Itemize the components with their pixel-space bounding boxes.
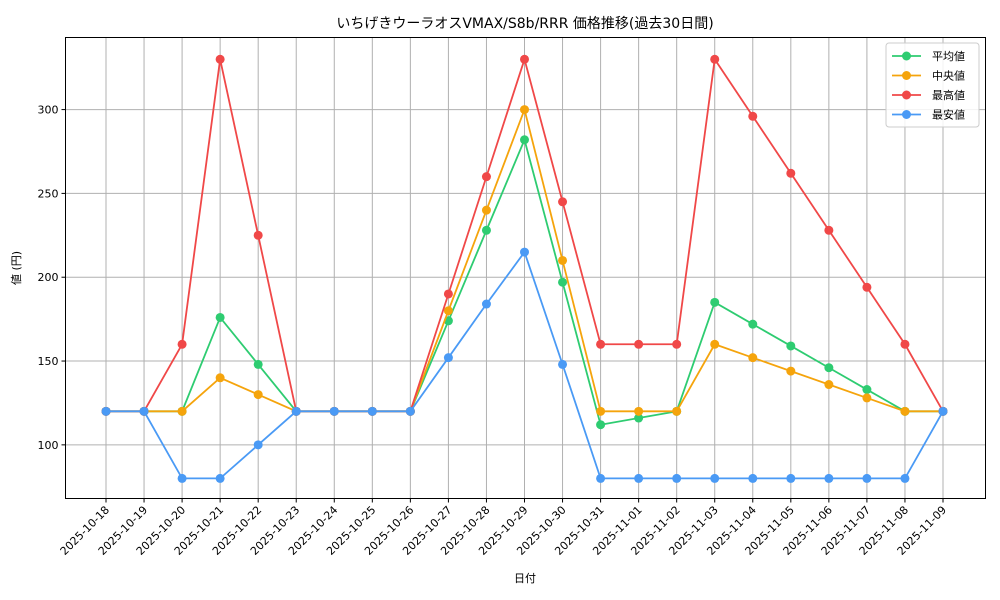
data-point xyxy=(938,406,948,416)
data-point xyxy=(862,385,872,395)
data-point xyxy=(253,440,263,450)
series-layer xyxy=(101,54,948,483)
data-point xyxy=(367,406,377,416)
data-point xyxy=(596,473,606,483)
data-point xyxy=(900,339,910,349)
data-point xyxy=(177,339,187,349)
plot-frame xyxy=(65,37,986,499)
data-point xyxy=(596,406,606,416)
data-point xyxy=(139,406,149,416)
legend-marker-icon xyxy=(902,110,911,119)
data-point xyxy=(481,225,491,235)
data-point xyxy=(443,353,453,363)
data-point xyxy=(520,105,529,115)
y-tick-label: 150 xyxy=(38,355,59,368)
data-point xyxy=(900,406,910,416)
data-point xyxy=(558,277,568,287)
data-point xyxy=(748,319,758,329)
legend-item: 最安値 xyxy=(892,108,965,122)
data-point xyxy=(748,353,758,363)
data-point xyxy=(672,406,682,416)
data-point xyxy=(786,473,796,483)
data-point xyxy=(253,230,263,240)
data-point xyxy=(634,406,644,416)
y-tick-label: 200 xyxy=(38,271,59,284)
legend-marker-icon xyxy=(902,71,911,80)
data-point xyxy=(253,359,263,369)
y-axis: 100 150 200 250 300 xyxy=(38,104,66,452)
data-point xyxy=(710,54,720,64)
data-point xyxy=(253,390,263,400)
data-point xyxy=(443,289,453,299)
y-tick-label: 100 xyxy=(38,439,59,452)
data-point xyxy=(786,366,796,376)
data-point xyxy=(634,413,644,423)
data-point xyxy=(481,299,491,309)
data-point xyxy=(520,135,529,145)
data-point xyxy=(215,473,225,483)
data-point xyxy=(748,111,758,121)
data-point xyxy=(596,339,606,349)
legend-box xyxy=(885,42,980,128)
data-point xyxy=(634,473,644,483)
data-point xyxy=(405,406,415,416)
data-point xyxy=(862,393,872,403)
x-axis-label: 日付 xyxy=(514,572,536,585)
data-point xyxy=(786,168,796,178)
y-tick-label: 250 xyxy=(38,187,59,200)
data-point xyxy=(824,380,834,390)
legend-marker-icon xyxy=(902,90,911,100)
data-point xyxy=(824,363,834,373)
legend-label: 中央値 xyxy=(932,70,965,83)
data-point xyxy=(558,359,568,369)
data-point xyxy=(748,473,758,483)
data-point xyxy=(862,282,872,292)
data-point xyxy=(443,306,453,316)
data-point xyxy=(101,406,111,416)
legend-item: 最高値 xyxy=(892,88,965,102)
y-axis-label: 値 (円) xyxy=(10,251,23,285)
legend-item: 平均値 xyxy=(892,50,965,63)
data-point xyxy=(824,225,834,235)
data-point xyxy=(329,406,339,416)
data-point xyxy=(558,255,568,265)
data-point xyxy=(786,341,796,351)
legend-label: 最高値 xyxy=(932,88,965,102)
data-point xyxy=(291,406,301,416)
data-point xyxy=(520,247,529,257)
data-point xyxy=(900,473,910,483)
data-point xyxy=(672,473,682,483)
data-point xyxy=(520,54,529,64)
x-axis: 2025-10-182025-10-192025-10-202025-10-21… xyxy=(58,498,949,558)
data-point xyxy=(215,312,225,322)
data-point xyxy=(710,297,720,307)
legend-label: 平均値 xyxy=(932,50,965,63)
data-point xyxy=(177,406,187,416)
data-point xyxy=(481,172,491,182)
legend-item: 中央値 xyxy=(892,70,965,83)
data-point xyxy=(634,339,644,349)
chart-title: いちげきウーラオスVMAX/S8b/RRR 価格推移(過去30日間) xyxy=(336,16,713,32)
data-point xyxy=(177,473,187,483)
legend-marker-icon xyxy=(902,51,911,61)
data-point xyxy=(558,197,568,207)
data-point xyxy=(672,339,682,349)
data-point xyxy=(824,473,834,483)
series-line xyxy=(101,247,948,483)
data-point xyxy=(710,473,720,483)
data-point xyxy=(862,473,872,483)
data-point xyxy=(596,420,606,430)
data-point xyxy=(215,54,225,64)
y-tick-label: 300 xyxy=(38,104,59,117)
data-point xyxy=(481,205,491,215)
data-point xyxy=(710,339,720,349)
legend-label: 最安値 xyxy=(932,108,965,122)
data-point xyxy=(215,373,225,383)
